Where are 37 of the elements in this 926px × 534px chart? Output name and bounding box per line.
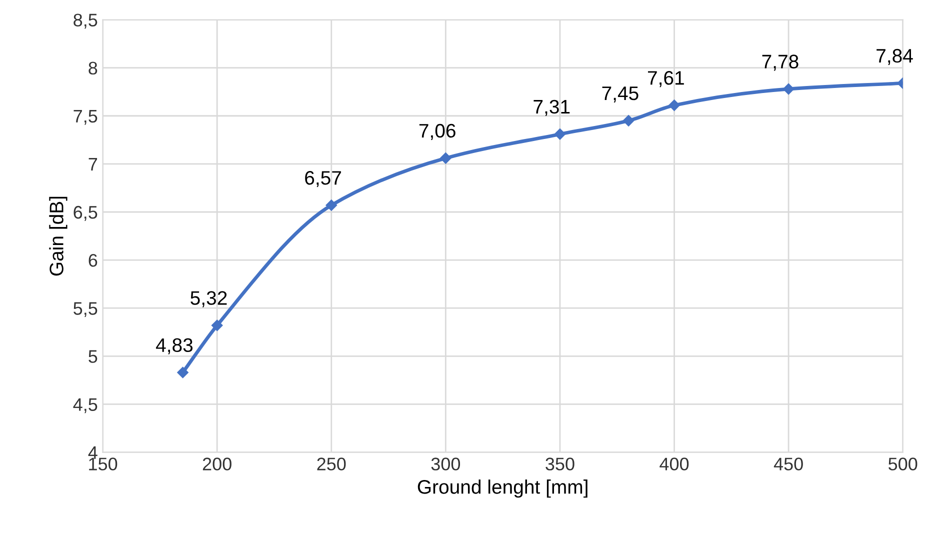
- data-label: 7,45: [602, 86, 638, 102]
- data-label: 7,31: [534, 100, 570, 116]
- point: [622, 115, 634, 126]
- x-tick-label: 400: [660, 458, 689, 470]
- y-tick-label: 6: [88, 254, 98, 267]
- y-tick-label: 5: [88, 350, 98, 363]
- point: [554, 128, 566, 140]
- point: [782, 83, 794, 95]
- y-tick-label: 8: [88, 62, 98, 75]
- y-tick-label: 6,5: [74, 206, 98, 221]
- y-tick-label: 8,5: [74, 14, 98, 29]
- y-tick-label: 4,5: [73, 398, 98, 414]
- y-tick-label: 5,5: [74, 302, 98, 317]
- y-tick-label: 7: [88, 158, 98, 170]
- data-label: 5,32: [190, 291, 227, 308]
- x-tick-label: 150: [89, 458, 118, 470]
- data-label: 4,83: [156, 338, 193, 354]
- point: [211, 320, 223, 332]
- x-tick-label: 250: [317, 458, 346, 470]
- x-tick-label: 300: [431, 458, 460, 470]
- data-label: 7,84: [876, 48, 913, 65]
- y-tick-label: 4: [88, 446, 98, 459]
- data-label: 6,57: [305, 170, 341, 188]
- point: [668, 100, 680, 111]
- point: [177, 366, 188, 378]
- x-tick-label: 500: [888, 458, 918, 470]
- x-tick-label: 450: [774, 458, 803, 470]
- x-tick-label: 200: [202, 458, 232, 470]
- data-label: 7,06: [419, 124, 456, 140]
- x-axis-title: Ground lenght [mm]: [418, 480, 588, 498]
- x-tick-label: 350: [546, 458, 574, 470]
- point: [326, 200, 337, 211]
- data-label: 7,61: [648, 71, 684, 88]
- y-axis-title: Gain [dB]: [49, 196, 68, 276]
- y-tick-label: 7,5: [74, 110, 98, 125]
- point: [440, 152, 452, 164]
- data-label: 7,78: [762, 54, 798, 71]
